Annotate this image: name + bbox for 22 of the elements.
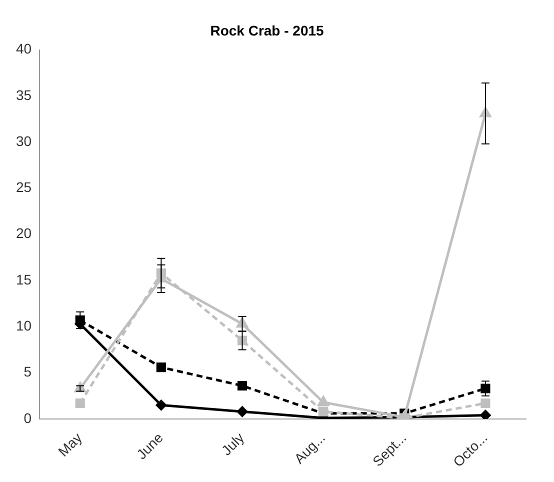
point xyxy=(75,398,85,408)
point xyxy=(156,362,166,372)
y-tick-label: 40 xyxy=(16,40,32,57)
y-tick-label: 20 xyxy=(16,225,32,242)
y-tick-label: 35 xyxy=(16,86,32,103)
point xyxy=(75,315,85,325)
chart-title: Rock Crab - 2015 xyxy=(210,22,324,38)
x-tick-label: July xyxy=(218,429,248,458)
point xyxy=(480,384,490,394)
y-tick-label: 30 xyxy=(16,132,32,149)
point xyxy=(480,410,491,419)
point xyxy=(156,400,166,410)
y-tick-label: 25 xyxy=(16,179,32,196)
y-tick-label: 10 xyxy=(16,318,32,334)
y-tick-label: 0 xyxy=(24,410,32,426)
y-tick-label: 15 xyxy=(16,271,32,288)
point xyxy=(237,380,248,391)
y-tick-label: 5 xyxy=(24,364,32,380)
point xyxy=(480,398,490,408)
point xyxy=(237,406,248,417)
x-tick-label: May xyxy=(54,429,85,460)
point xyxy=(318,396,329,406)
